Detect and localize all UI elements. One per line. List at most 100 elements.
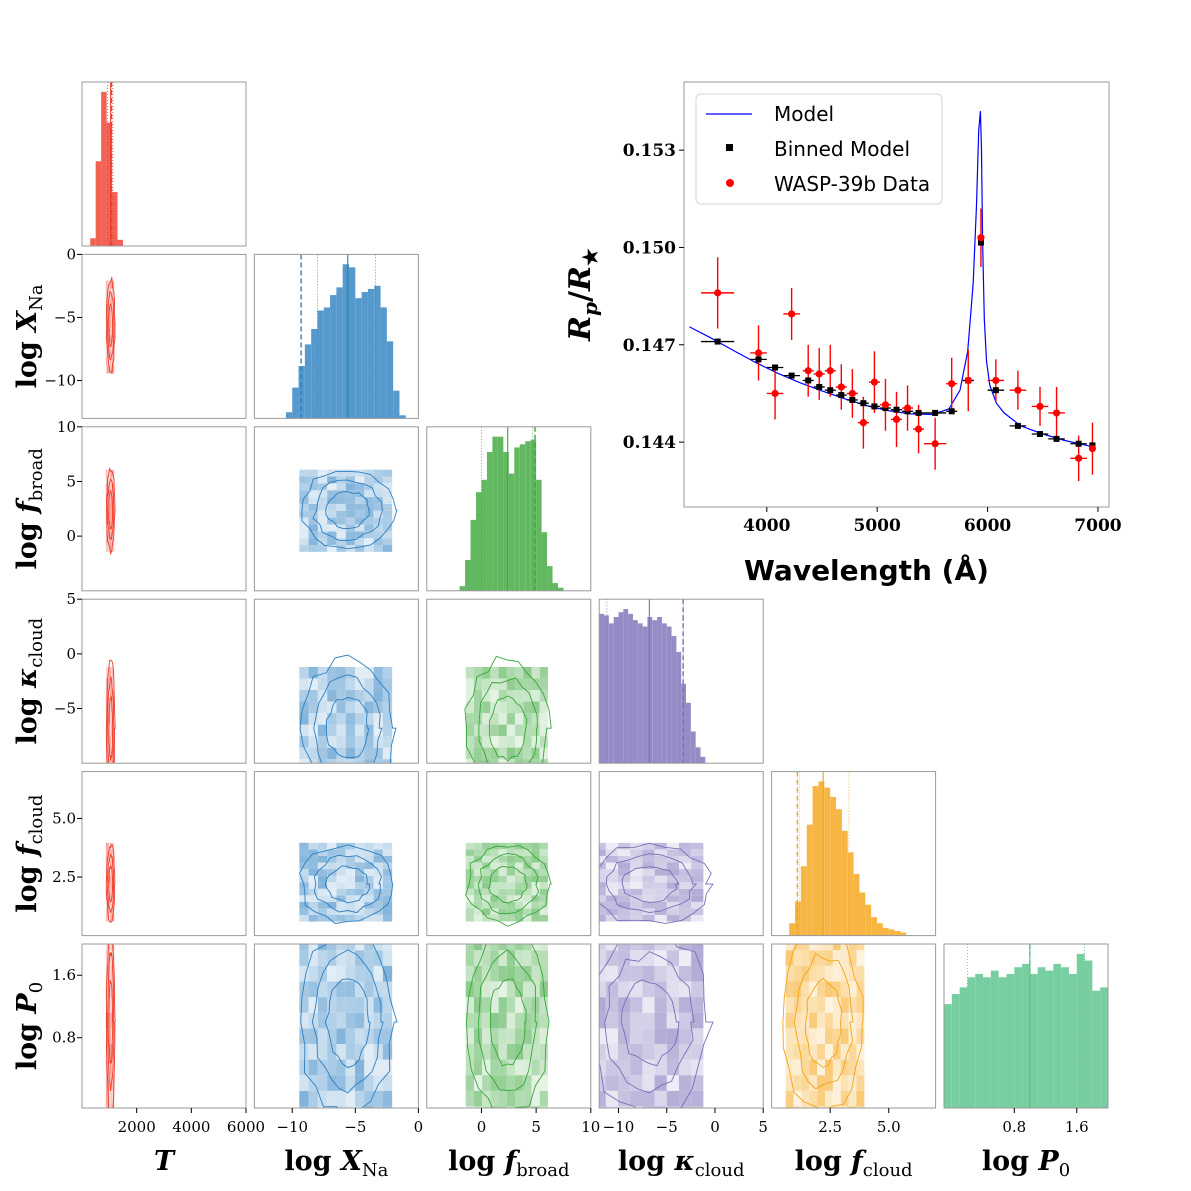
density-cell [110, 1106, 112, 1108]
density-cell [473, 1106, 483, 1108]
hist-bar [652, 620, 658, 764]
density-cell [523, 1059, 532, 1076]
density-cell [110, 965, 111, 982]
density-cell [327, 666, 337, 679]
density-cell [107, 782, 108, 794]
label-sub: cloud [26, 795, 47, 845]
density-cell [630, 1059, 643, 1076]
density-cell [679, 944, 692, 951]
density-cell [498, 875, 507, 883]
density-cell [299, 517, 309, 525]
data-point [848, 389, 856, 398]
density-cell [382, 538, 393, 546]
density-cell [308, 875, 318, 883]
density-cell [105, 319, 107, 328]
density-cell [581, 997, 593, 1013]
label-sub: cloud [26, 618, 47, 668]
density-cell [105, 759, 107, 764]
panel-content [105, 944, 116, 1108]
density-cell [581, 1075, 593, 1091]
density-cell [482, 869, 491, 876]
data-point [826, 367, 834, 375]
density-cell [382, 908, 393, 915]
density-cell [109, 908, 111, 915]
density-cell [364, 490, 374, 498]
density-cell [490, 882, 499, 889]
density-cell [666, 950, 680, 966]
y-tick-label: −10 [44, 372, 76, 390]
density-cell [856, 950, 865, 966]
density-cell [108, 476, 110, 484]
density-cell [506, 736, 516, 748]
hist-bar [386, 341, 394, 419]
density-cell [691, 965, 704, 982]
density-cell [109, 280, 111, 289]
density-cell [531, 895, 540, 902]
hist-bar [497, 436, 504, 591]
density-cell [110, 914, 112, 922]
density-cell [108, 1075, 110, 1091]
density-cell [317, 981, 328, 998]
density-cell [110, 1090, 111, 1107]
density-cell [618, 842, 631, 850]
density-cell [599, 888, 606, 896]
density-cell [355, 1028, 365, 1044]
density-cell [599, 875, 606, 883]
density-cell [108, 490, 110, 498]
hist-bar [604, 615, 609, 764]
density-cell [515, 701, 524, 714]
density-cell [581, 895, 593, 902]
density-cell [110, 365, 112, 374]
density-cell [308, 759, 318, 764]
density-cell [531, 855, 540, 863]
density-cell [355, 538, 365, 546]
label-sub: 0 [26, 982, 47, 993]
density-cell [465, 690, 474, 702]
hist-bar [1076, 953, 1085, 1108]
density-cell [515, 908, 524, 915]
density-cell [111, 666, 113, 679]
density-cell [382, 901, 393, 909]
density-cell [110, 497, 111, 504]
density-cell [105, 531, 107, 539]
density-cell [373, 1059, 383, 1076]
density-cell [599, 1106, 606, 1108]
density-cell [848, 950, 857, 966]
density-cell [654, 882, 667, 889]
density-cell [308, 842, 318, 850]
density-cell [355, 794, 364, 806]
density-cell [642, 875, 655, 883]
density-cell [691, 1106, 704, 1108]
density-cell [109, 319, 111, 328]
density-cell [113, 914, 115, 922]
density-cell [111, 538, 113, 546]
density-cell [373, 997, 383, 1013]
density-cell [840, 997, 849, 1013]
density-cell [679, 1028, 692, 1044]
x-tick-label: 5.0 [877, 1118, 901, 1136]
hist-bar [476, 492, 482, 591]
density-cell [605, 855, 619, 863]
density-cell [523, 771, 531, 783]
density-cell [618, 855, 631, 863]
density-cell [299, 771, 308, 783]
hist-bar [900, 932, 907, 936]
density-cell [299, 782, 308, 794]
density-cell [817, 944, 826, 951]
panel-content [299, 944, 398, 1108]
hist-bar [1006, 973, 1015, 1108]
density-cell [785, 1028, 794, 1044]
density-cell [105, 1106, 107, 1108]
density-cell [373, 538, 383, 546]
density-cell [581, 1060, 593, 1076]
density-cell [373, 965, 383, 982]
density-cell [345, 914, 356, 922]
density-cell [111, 901, 113, 909]
density-cell [345, 888, 356, 896]
density-cell [473, 1075, 483, 1091]
density-cell [364, 503, 374, 511]
density-cell [465, 944, 474, 951]
density-cell [299, 950, 309, 966]
density-cell [848, 997, 857, 1013]
